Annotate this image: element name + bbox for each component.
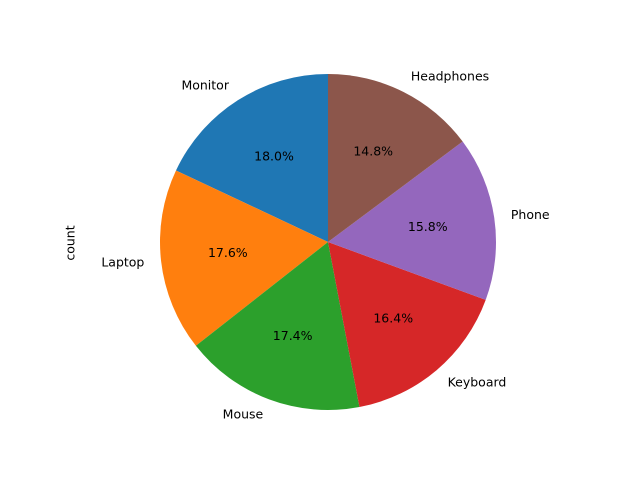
pie-slices <box>159 74 497 410</box>
slice-value-label-monitor: 18.0% <box>254 148 294 163</box>
slice-value-label-laptop: 17.6% <box>208 245 248 260</box>
slice-label-mouse: Mouse <box>223 407 264 422</box>
pie-slice-mouse <box>195 242 360 410</box>
slice-label-laptop: Laptop <box>101 254 144 269</box>
pie-slice-headphones <box>328 74 463 242</box>
pie-slice-monitor <box>175 74 328 242</box>
slice-value-label-phone: 15.8% <box>408 219 448 234</box>
slice-value-label-headphones: 14.8% <box>353 143 393 158</box>
slice-value-label-keyboard: 16.4% <box>373 310 413 325</box>
slice-value-label-mouse: 17.4% <box>273 328 313 343</box>
slice-label-monitor: Monitor <box>181 77 229 92</box>
pie-slice-phone <box>328 141 497 300</box>
pie-labels: Monitor 18.0% Laptop 17.6% Mouse 17.4% Keyboar… <box>101 68 550 421</box>
slice-label-keyboard: Keyboard <box>448 374 507 389</box>
y-axis-label: count <box>63 225 78 260</box>
slice-label-phone: Phone <box>511 207 550 222</box>
pie-slice-laptop <box>159 170 328 346</box>
slice-label-headphones: Headphones <box>411 68 489 83</box>
pie-slice-keyboard <box>328 242 486 408</box>
